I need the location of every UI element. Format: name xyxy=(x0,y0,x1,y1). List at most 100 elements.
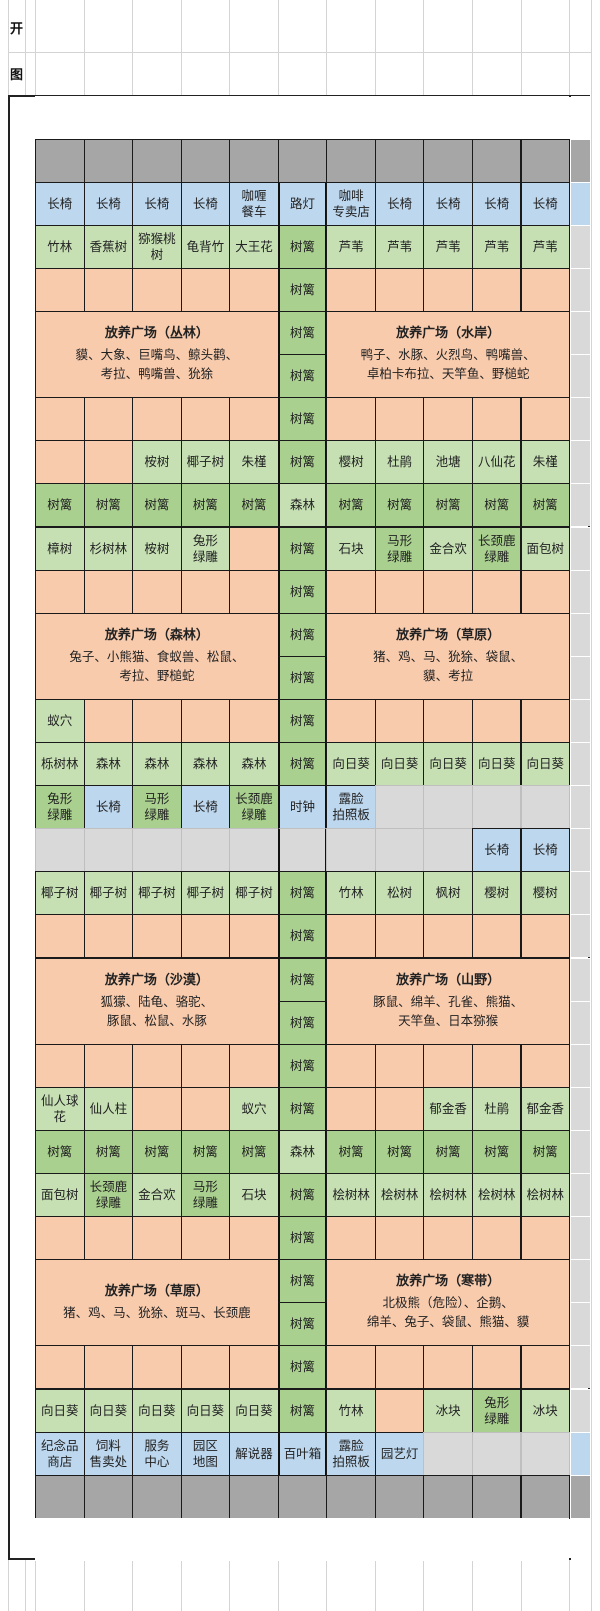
empty-cell[interactable] xyxy=(520,1043,571,1088)
empty-cell[interactable] xyxy=(132,397,182,442)
map-cell[interactable]: 椰子树 xyxy=(132,871,182,916)
map-cell[interactable]: 园区 地图 xyxy=(180,1431,231,1476)
map-cell[interactable]: 森林 xyxy=(277,483,328,528)
empty-cell[interactable] xyxy=(423,1474,473,1519)
map-cell[interactable]: 樱树 xyxy=(471,871,522,916)
empty-cell[interactable] xyxy=(83,914,134,959)
map-cell[interactable]: 树篱 xyxy=(277,354,328,399)
empty-cell[interactable] xyxy=(229,914,279,959)
map-cell[interactable]: 龟背竹 xyxy=(180,224,231,269)
empty-cell[interactable] xyxy=(374,569,425,614)
map-cell[interactable]: 松树 xyxy=(374,871,425,916)
map-cell[interactable]: 森林 xyxy=(83,742,134,787)
map-cell[interactable]: 长椅 xyxy=(374,181,425,226)
map-cell[interactable]: 长椅 xyxy=(520,828,571,873)
map-cell[interactable]: 向日葵 xyxy=(132,1388,182,1433)
map-cell[interactable]: 树篱 xyxy=(277,1173,328,1218)
map-cell[interactable]: 园艺灯 xyxy=(374,1431,425,1476)
map-cell[interactable]: 树篱 xyxy=(229,1129,279,1174)
map-cell[interactable]: 树篱 xyxy=(277,397,328,442)
map-cell[interactable]: 石块 xyxy=(326,526,376,571)
map-cell[interactable]: 椰子树 xyxy=(83,871,134,916)
map-cell[interactable]: 芦苇 xyxy=(520,224,571,269)
map-cell[interactable]: 朱槿 xyxy=(229,440,279,485)
map-cell[interactable]: 树篱 xyxy=(277,440,328,485)
empty-cell[interactable] xyxy=(35,397,85,442)
empty-cell[interactable] xyxy=(35,1345,85,1390)
empty-cell[interactable] xyxy=(471,138,522,183)
empty-cell[interactable] xyxy=(423,569,473,614)
empty-cell[interactable] xyxy=(374,267,425,312)
empty-cell[interactable] xyxy=(471,1431,522,1476)
map-cell[interactable]: 桧树林 xyxy=(520,1173,571,1218)
map-cell[interactable]: 向日葵 xyxy=(423,742,473,787)
empty-cell[interactable] xyxy=(471,397,522,442)
empty-cell[interactable] xyxy=(423,1431,473,1476)
map-cell[interactable]: 马形 绿雕 xyxy=(132,785,182,830)
empty-cell[interactable] xyxy=(83,569,134,614)
empty-cell[interactable] xyxy=(229,698,279,743)
empty-cell[interactable] xyxy=(423,1216,473,1261)
map-cell[interactable]: 向日葵 xyxy=(35,1388,85,1433)
map-cell[interactable]: 向日葵 xyxy=(374,742,425,787)
map-cell[interactable]: 芦苇 xyxy=(326,224,376,269)
map-cell[interactable]: 树篱 xyxy=(132,483,182,528)
map-cell[interactable]: 解说器 xyxy=(229,1431,279,1476)
empty-cell[interactable] xyxy=(83,397,134,442)
map-cell[interactable]: 树篱 xyxy=(277,612,328,657)
empty-cell[interactable] xyxy=(180,267,231,312)
empty-cell[interactable] xyxy=(35,828,85,873)
empty-cell[interactable] xyxy=(180,698,231,743)
empty-cell[interactable] xyxy=(132,698,182,743)
map-cell[interactable]: 面包树 xyxy=(35,1173,85,1218)
empty-cell[interactable] xyxy=(520,267,571,312)
empty-cell[interactable] xyxy=(229,569,279,614)
map-cell[interactable]: 时钟 xyxy=(277,785,328,830)
map-cell[interactable]: 蚁穴 xyxy=(35,698,85,743)
map-cell[interactable]: 树篱 xyxy=(277,224,328,269)
empty-cell[interactable] xyxy=(83,267,134,312)
map-cell[interactable]: 树篱 xyxy=(471,483,522,528)
empty-cell[interactable] xyxy=(326,914,376,959)
empty-cell[interactable] xyxy=(35,1043,85,1088)
empty-cell[interactable] xyxy=(374,1043,425,1088)
enclosure-block[interactable]: 放养广场（寒带） 北极熊（危险）、企鹅、 绵羊、兔子、袋鼠、熊猫、貘 xyxy=(326,1259,571,1347)
map-cell[interactable]: 树篱 xyxy=(83,1129,134,1174)
map-cell[interactable]: 向日葵 xyxy=(180,1388,231,1433)
map-cell[interactable]: 树篱 xyxy=(277,311,328,356)
empty-cell[interactable] xyxy=(132,828,182,873)
map-cell[interactable]: 香蕉树 xyxy=(83,224,134,269)
map-cell[interactable]: 树篱 xyxy=(374,1129,425,1174)
map-cell[interactable]: 石块 xyxy=(229,1173,279,1218)
map-cell[interactable]: 树篱 xyxy=(277,1259,328,1304)
map-cell[interactable]: 兔形 绿雕 xyxy=(35,785,85,830)
empty-cell[interactable] xyxy=(229,1216,279,1261)
map-cell[interactable]: 向日葵 xyxy=(471,742,522,787)
empty-cell[interactable] xyxy=(520,1474,571,1519)
empty-cell[interactable] xyxy=(326,138,376,183)
empty-cell[interactable] xyxy=(520,1216,571,1261)
empty-cell[interactable] xyxy=(374,1086,425,1131)
map-cell[interactable]: 仙人柱 xyxy=(83,1086,134,1131)
empty-cell[interactable] xyxy=(180,828,231,873)
map-cell[interactable]: 朱槿 xyxy=(520,440,571,485)
empty-cell[interactable] xyxy=(132,1474,182,1519)
map-cell[interactable]: 桧树林 xyxy=(423,1173,473,1218)
map-cell[interactable]: 咖喱 餐车 xyxy=(229,181,279,226)
map-cell[interactable]: 树篱 xyxy=(277,871,328,916)
map-cell[interactable]: 树篱 xyxy=(277,655,328,700)
empty-cell[interactable] xyxy=(83,698,134,743)
empty-cell[interactable] xyxy=(326,1345,376,1390)
empty-cell[interactable] xyxy=(374,828,425,873)
map-cell[interactable]: 露脸 拍照板 xyxy=(326,785,376,830)
map-cell[interactable]: 仙人球 花 xyxy=(35,1086,85,1131)
map-cell[interactable]: 桧树林 xyxy=(374,1173,425,1218)
empty-cell[interactable] xyxy=(35,569,85,614)
empty-cell[interactable] xyxy=(132,569,182,614)
empty-cell[interactable] xyxy=(374,1345,425,1390)
empty-cell[interactable] xyxy=(423,267,473,312)
map-cell[interactable]: 椰子树 xyxy=(180,871,231,916)
map-cell[interactable]: 竹林 xyxy=(326,871,376,916)
map-cell[interactable]: 樱树 xyxy=(326,440,376,485)
map-cell[interactable]: 服务 中心 xyxy=(132,1431,182,1476)
